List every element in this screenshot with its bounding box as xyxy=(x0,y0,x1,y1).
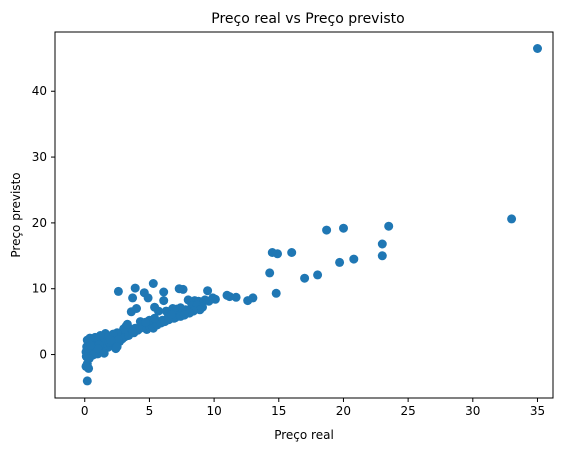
y-tick-label: 30 xyxy=(32,150,47,164)
data-point xyxy=(271,288,281,298)
data-point xyxy=(300,273,310,283)
data-point xyxy=(166,309,176,319)
data-point xyxy=(154,306,163,316)
data-point xyxy=(143,293,153,303)
data-point xyxy=(203,286,213,296)
data-point xyxy=(84,363,94,373)
x-tick-label: 5 xyxy=(146,404,154,418)
data-point xyxy=(179,310,189,320)
data-point xyxy=(141,317,150,327)
y-axis-ticks: 0 10 20 30 40 xyxy=(32,84,55,362)
x-tick-label: 30 xyxy=(465,404,480,418)
data-point xyxy=(112,342,122,352)
data-point xyxy=(126,307,136,317)
data-point xyxy=(113,334,123,344)
data-point xyxy=(349,254,359,264)
data-point xyxy=(287,248,297,257)
data-point xyxy=(322,225,332,235)
chart-title: Preço real vs Preço previsto xyxy=(211,11,404,27)
data-point xyxy=(148,279,158,288)
x-axis-ticks: 0 5 10 15 20 25 30 35 xyxy=(81,398,545,418)
data-point xyxy=(106,335,116,345)
data-point xyxy=(128,293,138,303)
x-tick-label: 25 xyxy=(400,404,415,418)
points-layer xyxy=(81,44,542,386)
data-point xyxy=(507,214,517,224)
data-point xyxy=(377,239,387,249)
y-tick-label: 0 xyxy=(39,348,47,362)
data-point xyxy=(85,333,95,343)
x-tick-label: 35 xyxy=(530,404,545,418)
data-point xyxy=(122,319,132,329)
data-point xyxy=(130,283,140,293)
data-point xyxy=(84,354,94,363)
data-point xyxy=(265,268,275,278)
x-tick-label: 15 xyxy=(271,404,286,418)
data-point xyxy=(113,286,123,296)
data-point xyxy=(150,313,160,323)
data-point xyxy=(159,296,169,306)
data-point xyxy=(384,221,394,231)
data-point xyxy=(93,344,103,354)
data-point xyxy=(335,257,345,267)
data-point xyxy=(533,44,542,53)
x-tick-label: 20 xyxy=(336,404,351,418)
data-point xyxy=(377,251,387,261)
y-tick-label: 10 xyxy=(32,282,47,296)
y-tick-label: 40 xyxy=(32,84,47,98)
x-tick-label: 10 xyxy=(206,404,221,418)
data-point xyxy=(82,376,92,386)
data-point xyxy=(243,296,253,306)
data-point xyxy=(99,348,109,358)
data-point xyxy=(339,223,348,233)
data-point xyxy=(174,284,184,294)
data-point xyxy=(222,290,232,300)
plot-area-frame xyxy=(54,31,554,399)
data-point xyxy=(128,327,138,336)
x-axis-label: Preço real xyxy=(274,428,334,442)
data-point xyxy=(313,270,323,280)
data-point xyxy=(231,292,241,302)
data-point xyxy=(159,287,169,297)
y-axis-label: Preço previsto xyxy=(9,172,23,257)
x-tick-label: 0 xyxy=(81,404,89,418)
data-point xyxy=(267,248,277,257)
y-tick-label: 20 xyxy=(32,216,47,230)
data-point xyxy=(86,340,96,350)
